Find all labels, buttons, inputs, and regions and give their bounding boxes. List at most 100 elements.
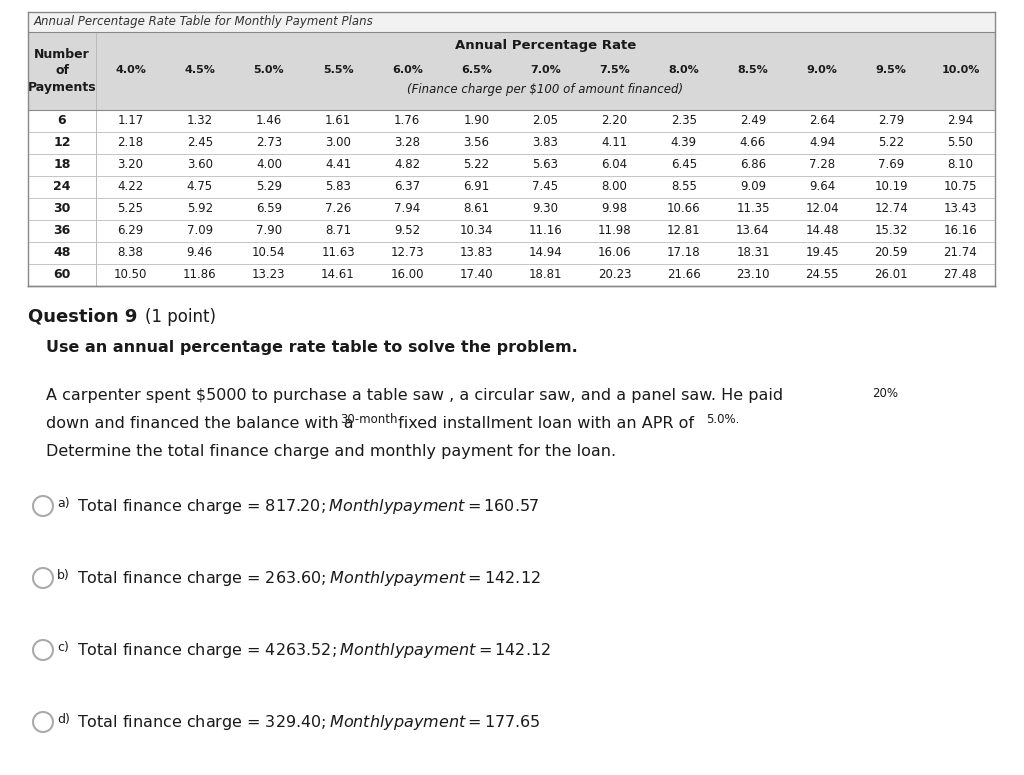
Text: 5.5%: 5.5% — [323, 65, 353, 75]
Text: 3.00: 3.00 — [325, 136, 351, 150]
Text: 8.10: 8.10 — [947, 159, 974, 171]
Text: 2.45: 2.45 — [186, 136, 213, 150]
Bar — [28, 264, 995, 286]
Text: 21.74: 21.74 — [943, 246, 977, 260]
Text: 10.54: 10.54 — [252, 246, 286, 260]
Text: 30: 30 — [53, 202, 71, 215]
Text: 6: 6 — [57, 115, 67, 128]
Text: Annual Percentage Rate Table for Monthly Payment Plans: Annual Percentage Rate Table for Monthly… — [34, 16, 374, 29]
Text: 5.92: 5.92 — [186, 202, 213, 215]
Text: 12: 12 — [53, 136, 71, 150]
Text: 17.18: 17.18 — [667, 246, 700, 260]
Text: 9.98: 9.98 — [601, 202, 628, 215]
Text: 8.55: 8.55 — [671, 181, 696, 194]
Text: d): d) — [57, 713, 70, 726]
Text: 5.29: 5.29 — [256, 181, 282, 194]
Text: 4.0%: 4.0% — [115, 65, 146, 75]
Text: 14.48: 14.48 — [805, 225, 839, 237]
Text: Number
of
Payments: Number of Payments — [28, 47, 96, 95]
Text: 10.0%: 10.0% — [941, 65, 980, 75]
Text: 10.50: 10.50 — [114, 268, 147, 281]
Bar — [28, 110, 995, 132]
Text: 36: 36 — [53, 225, 71, 237]
Text: 19.45: 19.45 — [805, 246, 839, 260]
Text: Use an annual percentage rate table to solve the problem.: Use an annual percentage rate table to s… — [46, 340, 578, 355]
Text: 5.22: 5.22 — [463, 159, 489, 171]
Text: 4.66: 4.66 — [739, 136, 766, 150]
Text: 4.82: 4.82 — [394, 159, 420, 171]
Text: 26.01: 26.01 — [874, 268, 908, 281]
Text: 2.64: 2.64 — [809, 115, 836, 128]
Text: 6.37: 6.37 — [394, 181, 420, 194]
Text: 6.04: 6.04 — [601, 159, 628, 171]
Text: 2.20: 2.20 — [601, 115, 628, 128]
Circle shape — [33, 640, 53, 660]
Text: 17.40: 17.40 — [460, 268, 494, 281]
Text: b): b) — [57, 569, 70, 582]
Circle shape — [33, 568, 53, 588]
Text: 3.28: 3.28 — [394, 136, 420, 150]
Text: 6.29: 6.29 — [118, 225, 143, 237]
Text: 12.04: 12.04 — [805, 202, 839, 215]
Text: 8.71: 8.71 — [325, 225, 351, 237]
Text: 11.86: 11.86 — [183, 268, 216, 281]
Text: 4.94: 4.94 — [809, 136, 836, 150]
Text: 6.59: 6.59 — [256, 202, 282, 215]
Bar — [28, 220, 995, 242]
Text: 5.0%: 5.0% — [254, 65, 285, 75]
Text: 1.61: 1.61 — [325, 115, 351, 128]
Text: 7.09: 7.09 — [186, 225, 213, 237]
Text: 7.69: 7.69 — [879, 159, 904, 171]
Text: 8.00: 8.00 — [602, 181, 628, 194]
Text: 8.38: 8.38 — [118, 246, 143, 260]
Text: 3.60: 3.60 — [186, 159, 213, 171]
Text: 8.0%: 8.0% — [669, 65, 699, 75]
Text: Total finance charge = $817.20; Monthly payment = $160.57: Total finance charge = $817.20; Monthly … — [77, 497, 539, 516]
Text: fixed installment loan with an APR of: fixed installment loan with an APR of — [393, 416, 699, 431]
Text: 9.0%: 9.0% — [807, 65, 838, 75]
Text: (Finance charge per $100 of amount financed): (Finance charge per $100 of amount finan… — [408, 84, 684, 97]
Text: 6.5%: 6.5% — [461, 65, 492, 75]
Text: 13.23: 13.23 — [252, 268, 286, 281]
Text: 20%: 20% — [872, 387, 898, 400]
Text: 7.0%: 7.0% — [530, 65, 561, 75]
Text: 10.66: 10.66 — [667, 202, 700, 215]
Text: 14.61: 14.61 — [322, 268, 355, 281]
Text: 8.61: 8.61 — [463, 202, 489, 215]
Text: 60: 60 — [53, 268, 71, 281]
Text: 1.46: 1.46 — [256, 115, 282, 128]
Text: 5.25: 5.25 — [118, 202, 143, 215]
Text: Total finance charge = $263.60; Monthly payment = $142.12: Total finance charge = $263.60; Monthly … — [77, 569, 541, 588]
Text: 18: 18 — [53, 159, 71, 171]
Text: 7.26: 7.26 — [325, 202, 351, 215]
Text: 20.59: 20.59 — [874, 246, 908, 260]
Text: 14.94: 14.94 — [528, 246, 562, 260]
Bar — [28, 32, 995, 110]
Text: Total finance charge = $4263.52; Monthly payment = $142.12: Total finance charge = $4263.52; Monthly… — [77, 641, 551, 660]
Text: 1.32: 1.32 — [186, 115, 213, 128]
Text: 18.31: 18.31 — [736, 246, 770, 260]
Text: 4.5%: 4.5% — [184, 65, 215, 75]
Text: 20.23: 20.23 — [598, 268, 632, 281]
Text: 5.83: 5.83 — [325, 181, 351, 194]
Bar — [28, 242, 995, 264]
Text: 12.81: 12.81 — [667, 225, 700, 237]
Text: 16.00: 16.00 — [390, 268, 424, 281]
Text: 10.75: 10.75 — [944, 181, 977, 194]
Text: A carpenter spent $5000 to purchase a table saw , a circular saw, and a panel sa: A carpenter spent $5000 to purchase a ta… — [46, 388, 788, 403]
Text: 4.00: 4.00 — [256, 159, 282, 171]
Text: 13.43: 13.43 — [944, 202, 977, 215]
Text: 9.46: 9.46 — [186, 246, 213, 260]
Text: 7.94: 7.94 — [394, 202, 420, 215]
Circle shape — [33, 496, 53, 516]
Text: 24: 24 — [53, 181, 71, 194]
Text: 4.11: 4.11 — [601, 136, 628, 150]
Circle shape — [33, 712, 53, 732]
Text: Question 9: Question 9 — [28, 308, 137, 326]
Text: 11.63: 11.63 — [322, 246, 355, 260]
Text: 9.5%: 9.5% — [876, 65, 906, 75]
Text: (1 point): (1 point) — [145, 308, 216, 326]
Text: 13.83: 13.83 — [460, 246, 493, 260]
Text: 12.73: 12.73 — [390, 246, 424, 260]
Text: 15.32: 15.32 — [874, 225, 908, 237]
